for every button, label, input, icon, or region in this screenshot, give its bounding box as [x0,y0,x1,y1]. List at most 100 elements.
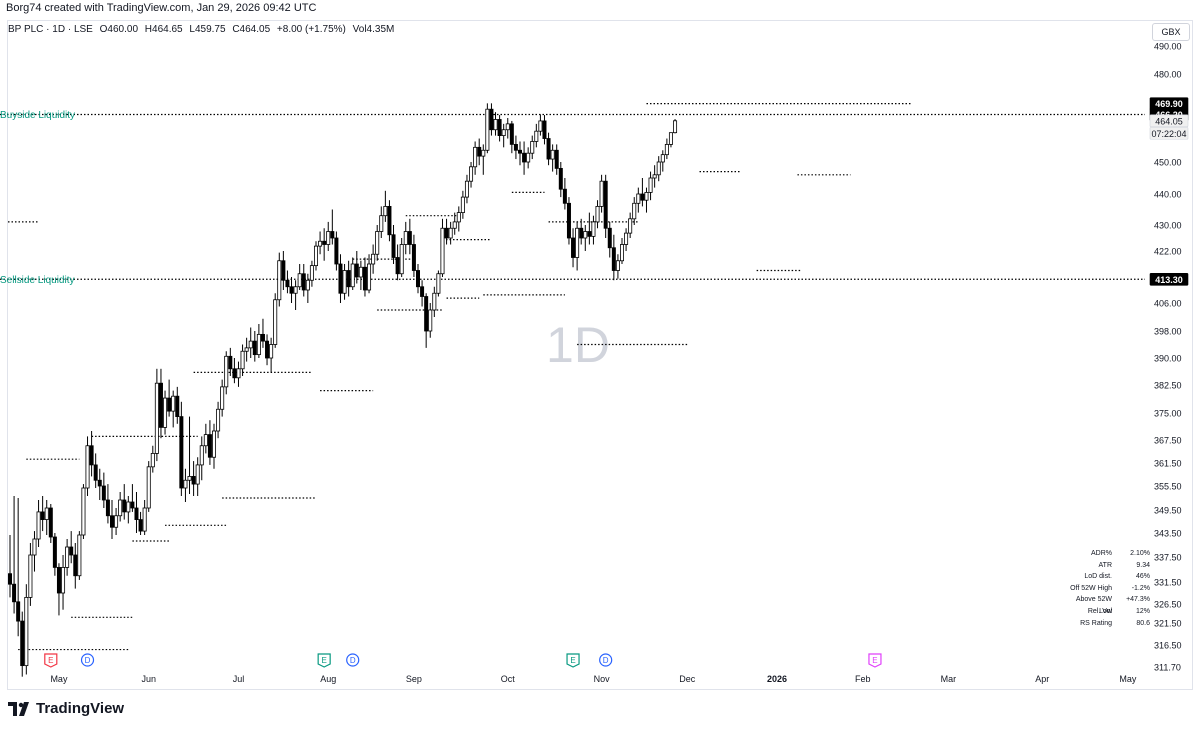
currency-button[interactable]: GBX [1152,23,1190,41]
candle-body [277,260,282,301]
price-tick-label: 398.00 [1154,327,1182,337]
candle-body [620,244,625,262]
candle-body [342,270,347,294]
candle-body [558,167,563,190]
stat-label: Rel. Vol [1087,607,1112,615]
price-tick-label: 343.50 [1154,529,1182,539]
candle-body [481,149,486,157]
candle-body [146,466,151,509]
candle-body [309,265,314,281]
candle-body [350,263,355,288]
candle-body [358,266,363,278]
stat-value: 46% [1135,573,1150,581]
candle-body [305,279,310,291]
candle-body [154,382,159,454]
candle-body [89,445,94,466]
stats-row: Off 52W High -1.2% [1062,583,1150,595]
author-credit: Borg74 created with TradingView.com, Jan… [6,2,317,14]
candle-body [664,143,669,156]
liquidity-levels: Buyside Liquidity Sellside Liquidity [0,103,1145,651]
candle-body [122,499,127,513]
candle-body [632,202,637,220]
tradingview-logo[interactable]: TradingView [8,700,124,717]
earnings-marker [44,653,58,668]
candle-body [509,123,514,145]
candle-body [183,479,188,489]
candle-body [93,464,98,481]
candle-body [526,152,531,163]
candle-body [334,237,339,265]
stats-row: ATR 9.34 [1062,560,1150,572]
price-tick-label: 430.00 [1154,221,1182,231]
price-tick-label: 331.50 [1154,578,1182,588]
price-tick-label: 367.50 [1154,436,1182,446]
symbol-label[interactable]: BP PLC · 1D · LSE [8,24,93,35]
candle-body [203,434,208,447]
dividend-marker [599,653,613,667]
price-tick-label: 316.50 [1154,641,1182,651]
candle-body [391,234,396,258]
time-tick-label: Oct [501,674,516,684]
candle-body [163,397,168,428]
candle-body [28,554,33,598]
candle-body [452,221,457,229]
event-marker-label: D [85,656,91,665]
stats-row: RS Rating 80.6 [1062,618,1150,630]
dividend-marker [346,653,360,667]
candle-body [260,333,265,342]
liquidity-label: Buyside Liquidity [0,110,75,121]
earnings-marker [566,653,580,668]
time-tick-label: Sep [406,674,422,684]
candle-body [330,231,335,239]
price-tick-label: 321.50 [1154,619,1182,629]
candle-body [436,273,441,294]
candle-body [44,507,49,520]
price-tick-label: 490.00 [1154,42,1182,52]
candle-body [534,130,539,142]
candle-body [411,244,416,271]
price-tick-label: 375.00 [1154,409,1182,419]
candle-body [493,119,498,131]
price-axis: 490.00 480.00 450.00 440.00 430.00 422.00 406.… [1154,42,1182,673]
candle-body [554,149,559,169]
price-label-text: 464.05 [1155,116,1183,126]
stat-value: 12% [1135,607,1150,615]
candle-body [424,296,429,332]
stats-row: Above 52W Low +47.3% [1062,594,1150,615]
candle-body [187,476,192,481]
candle-body [110,515,115,528]
candle-body [354,263,359,278]
stat-label: Above 52W Low [1075,596,1112,615]
candle-body [142,507,147,532]
price-tick-label: 480.00 [1154,70,1182,80]
candle-body [36,511,41,540]
candle-body [362,266,367,291]
stat-label: LoD dist. [1084,573,1112,581]
candle-body [101,485,106,501]
time-tick-label: Nov [594,674,611,684]
candle-body [322,240,327,245]
time-tick-label: Jul [233,674,245,684]
candle-body [673,120,678,134]
candle-body [432,292,437,311]
tradingview-logo-icon [8,701,29,716]
price-tick-label: 450.00 [1154,158,1182,168]
stats-row: ADR% 2.10% [1062,548,1150,560]
candle-body [81,487,86,536]
candle-body [636,193,641,204]
candle-body [575,227,580,258]
event-marker-label: E [570,656,575,665]
price-tick-label: 349.50 [1154,506,1182,516]
candle-body [668,132,673,145]
candle-body [195,464,200,485]
time-tick-label: Mar [941,674,957,684]
candle-body [444,227,449,239]
candle-body [566,202,571,239]
price-label-text: 413.30 [1155,275,1183,285]
candle-body [199,445,204,466]
candle-body [415,270,420,288]
candle-body [167,397,172,412]
candle-body [211,430,216,458]
